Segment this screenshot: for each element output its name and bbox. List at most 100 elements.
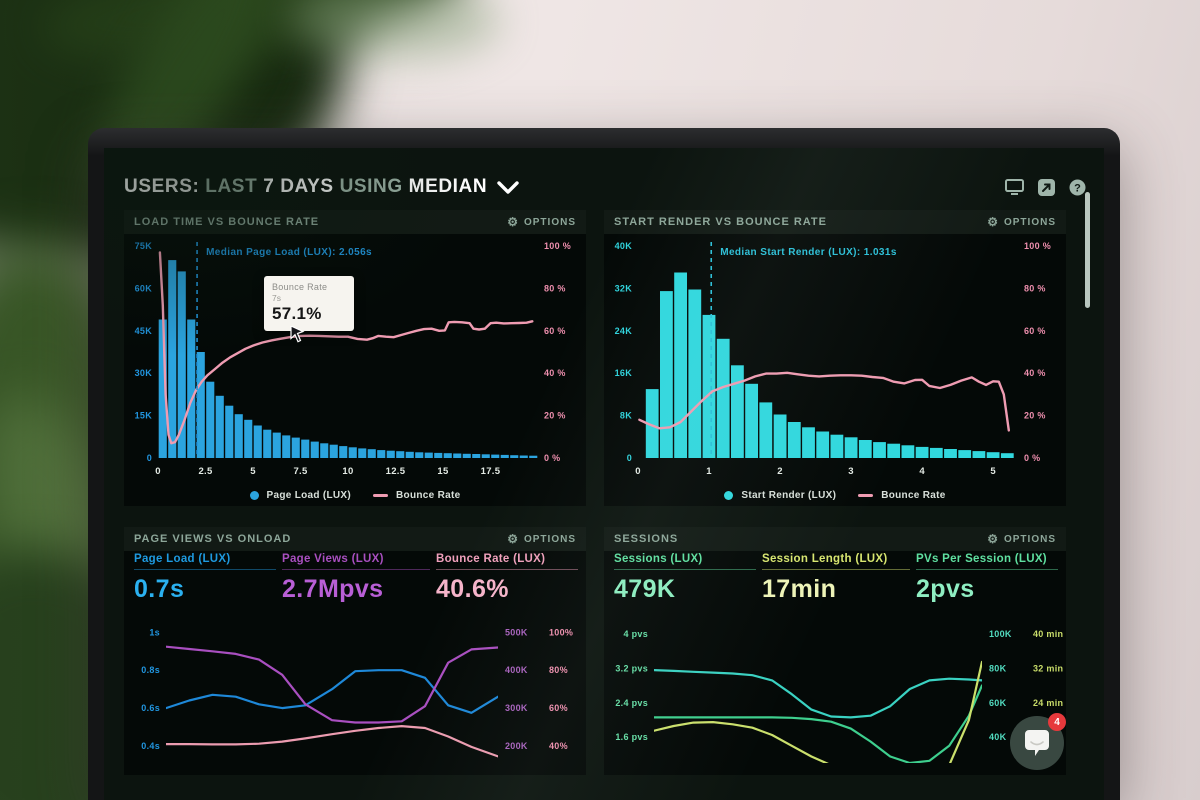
help-icon[interactable]: ? [1069,179,1086,196]
svg-text:40K: 40K [615,241,633,251]
title-users: USERS: [124,176,200,197]
legend-label: Bounce Rate [881,490,946,501]
panel-title: PAGE VIEWS VS ONLOAD [134,533,292,545]
panel-header: SESSIONS ⚙ OPTIONS [604,527,1066,551]
svg-text:12.5: 12.5 [386,466,406,477]
svg-text:20 %: 20 % [544,411,566,421]
svg-text:100%: 100% [549,627,573,637]
chat-button[interactable]: 4 [1010,713,1066,770]
svg-text:45K: 45K [135,326,153,336]
panel-page-views: PAGE VIEWS VS ONLOAD ⚙ OPTIONS Page Load… [124,527,586,775]
svg-text:0: 0 [635,466,641,477]
svg-text:60K: 60K [989,698,1007,708]
panel-title: SESSIONS [614,533,679,545]
page-title[interactable]: USERS: LAST 7 DAYS USING MEDIAN [124,176,487,198]
svg-text:4: 4 [919,466,925,477]
page-views-chart[interactable]: 1s 0.8s 0.6s 0.4s 500K 400K 300K 200K 100% 80% 60%… [124,611,586,775]
svg-text:0 %: 0 % [544,453,560,463]
panel-title: LOAD TIME VS BOUNCE RATE [134,216,320,228]
metric-page-load[interactable]: Page Load (LUX) 0.7s [134,553,276,604]
svg-text:0 %: 0 % [1024,453,1040,463]
svg-text:0.8s: 0.8s [141,665,160,675]
metric-page-views[interactable]: Page Views (LUX) 2.7Mpvs [282,553,430,604]
panel-load-time: LOAD TIME VS BOUNCE RATE ⚙ OPTIONS 75K 60… [124,210,586,506]
panel-title: START RENDER VS BOUNCE RATE [614,216,827,228]
svg-text:8K: 8K [620,411,632,421]
metric-bounce-rate[interactable]: Bounce Rate (LUX) 40.6% [436,553,578,604]
svg-text:2: 2 [777,466,783,477]
svg-text:500K: 500K [505,627,528,637]
dashboard-header: USERS: LAST 7 DAYS USING MEDIAN [124,172,1086,202]
svg-text:15K: 15K [135,411,153,421]
legend-label: Page Load (LUX) [266,490,352,501]
svg-text:40 min: 40 min [1033,629,1063,639]
load-time-chart[interactable]: 75K 60K 45K 30K 15K 0 100 % 80 % 60 % 40 % 20 % 0 %… [124,234,586,486]
chart-legend: Page Load (LUX) Bounce Rate [124,490,586,501]
metric-session-length[interactable]: Session Length (LUX) 17min [762,553,910,604]
dashboard: USERS: LAST 7 DAYS USING MEDIAN [104,148,1104,800]
title-median: MEDIAN [408,176,488,197]
svg-text:32K: 32K [615,283,633,293]
svg-text:400K: 400K [505,665,528,675]
gear-icon: ⚙ [507,215,519,229]
svg-text:5: 5 [990,466,996,477]
title-using: USING [339,176,403,197]
metric-pvs-per-session[interactable]: PVs Per Session (LUX) 2pvs [916,553,1058,604]
svg-text:60K: 60K [135,283,153,293]
options-button[interactable]: ⚙ OPTIONS [507,215,576,229]
svg-text:3.2 pvs: 3.2 pvs [615,663,648,673]
tooltip: Bounce Rate 7s 57.1% [264,276,354,331]
panel-header: LOAD TIME VS BOUNCE RATE ⚙ OPTIONS [124,210,586,234]
svg-text:0: 0 [147,453,152,463]
svg-text:2.4 pvs: 2.4 pvs [615,698,648,708]
svg-text:100 %: 100 % [544,241,571,251]
svg-text:30K: 30K [135,368,153,378]
mouse-cursor [290,326,305,343]
svg-text:0: 0 [627,453,632,463]
legend-dot [249,491,259,500]
svg-text:1s: 1s [149,627,160,637]
svg-text:10: 10 [342,466,353,477]
scrollbar[interactable] [1085,192,1090,308]
svg-text:60 %: 60 % [544,326,566,336]
svg-text:?: ? [1074,182,1081,194]
svg-text:80K: 80K [989,663,1007,673]
legend-dot [724,491,734,500]
start-render-chart[interactable]: 40K 32K 24K 16K 8K 0 100 % 80 % 60 % 40 % 20 % 0 % 0… [604,234,1066,486]
panel-start-render: START RENDER VS BOUNCE RATE ⚙ OPTIONS 40… [604,210,1066,506]
options-button[interactable]: ⚙ OPTIONS [507,532,576,546]
chat-bubble-icon [1025,730,1049,756]
svg-text:Median Start Render (LUX): 1.0: Median Start Render (LUX): 1.031s [720,247,897,258]
svg-text:0.6s: 0.6s [141,703,160,713]
svg-text:80 %: 80 % [1024,283,1046,293]
svg-text:40%: 40% [549,741,568,751]
svg-text:40K: 40K [989,732,1007,742]
laptop: USERS: LAST 7 DAYS USING MEDIAN [88,128,1120,800]
sessions-chart[interactable]: 4 pvs 3.2 pvs 2.4 pvs 1.6 pvs 100K 80K 60K 40K 4… [604,611,1066,775]
metrics-row: Sessions (LUX) 479K Session Length (LUX)… [604,553,1066,611]
panel-sessions: SESSIONS ⚙ OPTIONS Sessions (LUX) 479K [604,527,1066,775]
svg-text:100K: 100K [989,629,1012,639]
svg-text:5: 5 [250,466,256,477]
options-button[interactable]: ⚙ OPTIONS [987,532,1056,546]
chart-legend: Start Render (LUX) Bounce Rate [604,490,1066,501]
legend-label: Bounce Rate [396,490,461,501]
svg-text:40 %: 40 % [1024,368,1046,378]
laptop-screen: USERS: LAST 7 DAYS USING MEDIAN [104,148,1104,800]
share-icon[interactable] [1038,178,1055,196]
svg-text:1: 1 [706,466,712,477]
svg-text:40 %: 40 % [544,368,566,378]
metric-sessions[interactable]: Sessions (LUX) 479K [614,553,756,604]
svg-text:Median Page Load (LUX): 2.056s: Median Page Load (LUX): 2.056s [206,247,372,258]
svg-text:80 %: 80 % [544,283,566,293]
svg-text:200K: 200K [505,741,528,751]
svg-text:16K: 16K [615,368,633,378]
svg-text:0.4s: 0.4s [141,741,160,751]
chevron-down-icon[interactable] [497,180,519,194]
metrics-row: Page Load (LUX) 0.7s Page Views (LUX) 2.… [124,553,586,611]
title-last: LAST [205,176,258,197]
svg-text:0: 0 [155,466,161,477]
options-button[interactable]: ⚙ OPTIONS [987,215,1056,229]
display-icon[interactable] [1005,179,1024,195]
